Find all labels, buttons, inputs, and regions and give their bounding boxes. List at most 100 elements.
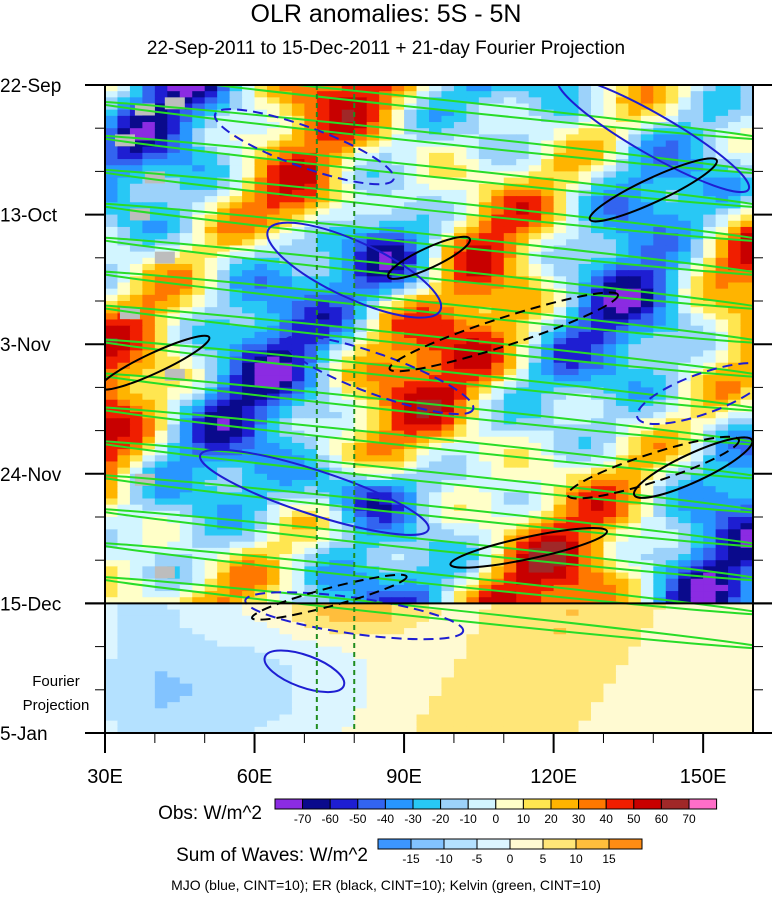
heat-cell — [154, 646, 168, 654]
heat-cell — [204, 560, 218, 567]
heat-cell — [453, 109, 467, 117]
heat-cell — [204, 442, 218, 450]
heat-cell — [578, 560, 592, 567]
heat-cell — [541, 183, 555, 191]
heat-cell — [366, 387, 380, 395]
heat-cell — [690, 671, 704, 679]
heat-cell — [192, 270, 206, 277]
heat-cell — [665, 646, 679, 654]
heat-cell — [291, 504, 305, 512]
heat-cell — [416, 251, 430, 259]
heat-cell — [740, 399, 753, 407]
heat-cell — [179, 665, 193, 672]
heat-cell — [391, 338, 405, 345]
heat-cell — [603, 510, 617, 518]
heat-cell — [117, 424, 131, 432]
heat-cell — [503, 461, 517, 469]
heat-cell — [404, 183, 418, 191]
heat-cell — [690, 313, 704, 321]
heat-cell — [192, 517, 206, 524]
heat-cell — [105, 338, 119, 345]
heat-cell — [591, 436, 605, 444]
heat-cell — [690, 603, 704, 611]
heat-cell — [291, 85, 305, 92]
heat-cell — [553, 183, 567, 191]
heat-cell — [316, 183, 330, 191]
heat-cell — [354, 208, 368, 216]
heat-cell — [366, 375, 380, 382]
heat-cell — [429, 251, 443, 259]
heat-cell — [366, 177, 380, 185]
heat-cell — [341, 449, 355, 456]
heat-cell — [603, 165, 617, 172]
heat-cell — [167, 282, 181, 290]
heat-cell — [715, 165, 729, 172]
heat-cell — [678, 288, 692, 296]
heat-cell — [478, 461, 492, 469]
heat-cell — [715, 85, 729, 92]
heat-cell — [690, 91, 704, 98]
heat-cell — [553, 387, 567, 395]
heat-cell — [366, 652, 380, 660]
heat-cell — [341, 103, 355, 111]
heat-cell — [516, 165, 530, 172]
heat-cell — [229, 591, 243, 598]
heat-cell — [366, 479, 380, 487]
heat-cell — [740, 479, 753, 487]
heat-cell — [640, 103, 654, 111]
heat-cell — [441, 128, 455, 135]
heat-cell — [229, 196, 243, 203]
heat-cell — [179, 591, 193, 598]
heat-cell — [329, 183, 343, 191]
heat-cell — [142, 424, 156, 432]
heat-cell — [690, 455, 704, 463]
heat-cell — [304, 424, 318, 432]
heat-cell — [217, 331, 231, 339]
heat-cell — [229, 578, 243, 586]
heat-cell — [665, 362, 679, 370]
heat-cell — [229, 603, 243, 611]
heat-cell — [304, 658, 318, 666]
heat-cell — [105, 449, 119, 456]
heat-cell — [242, 566, 256, 574]
heat-cell — [229, 646, 243, 654]
heat-cell — [715, 251, 729, 259]
heat-cell — [316, 189, 330, 197]
heat-cell — [242, 455, 256, 463]
heat-cell — [665, 517, 679, 524]
heat-cell — [279, 418, 293, 426]
heat-cell — [516, 381, 530, 388]
heat-cell — [703, 189, 717, 197]
heat-cell — [291, 621, 305, 629]
heat-cell — [217, 554, 231, 561]
heat-cell — [503, 628, 517, 635]
heat-cell — [142, 226, 156, 234]
heat-cell — [678, 152, 692, 160]
heat-cell — [653, 646, 667, 654]
heat-cell — [728, 263, 742, 271]
heat-cell — [366, 331, 380, 339]
heat-cell — [192, 646, 206, 654]
heat-cell — [105, 584, 119, 592]
heat-cell — [703, 288, 717, 296]
heat-cell — [516, 504, 530, 512]
heat-cell — [429, 159, 443, 166]
heat-cell — [105, 560, 119, 567]
heat-cell — [129, 560, 143, 567]
heat-cell — [728, 578, 742, 586]
heat-cell — [491, 603, 505, 611]
heat-cell — [678, 362, 692, 370]
heat-cell — [553, 91, 567, 98]
heat-cell — [341, 91, 355, 98]
heat-cell — [503, 134, 517, 142]
heat-cell — [466, 393, 480, 401]
heat-cell — [653, 307, 667, 314]
heat-cell — [728, 276, 742, 284]
heat-cell — [242, 405, 256, 413]
heat-cell — [304, 220, 318, 228]
heat-cell — [142, 609, 156, 617]
heat-cell — [391, 165, 405, 172]
heat-cell — [703, 436, 717, 444]
heat-cell — [217, 646, 231, 654]
heat-cell — [316, 584, 330, 592]
